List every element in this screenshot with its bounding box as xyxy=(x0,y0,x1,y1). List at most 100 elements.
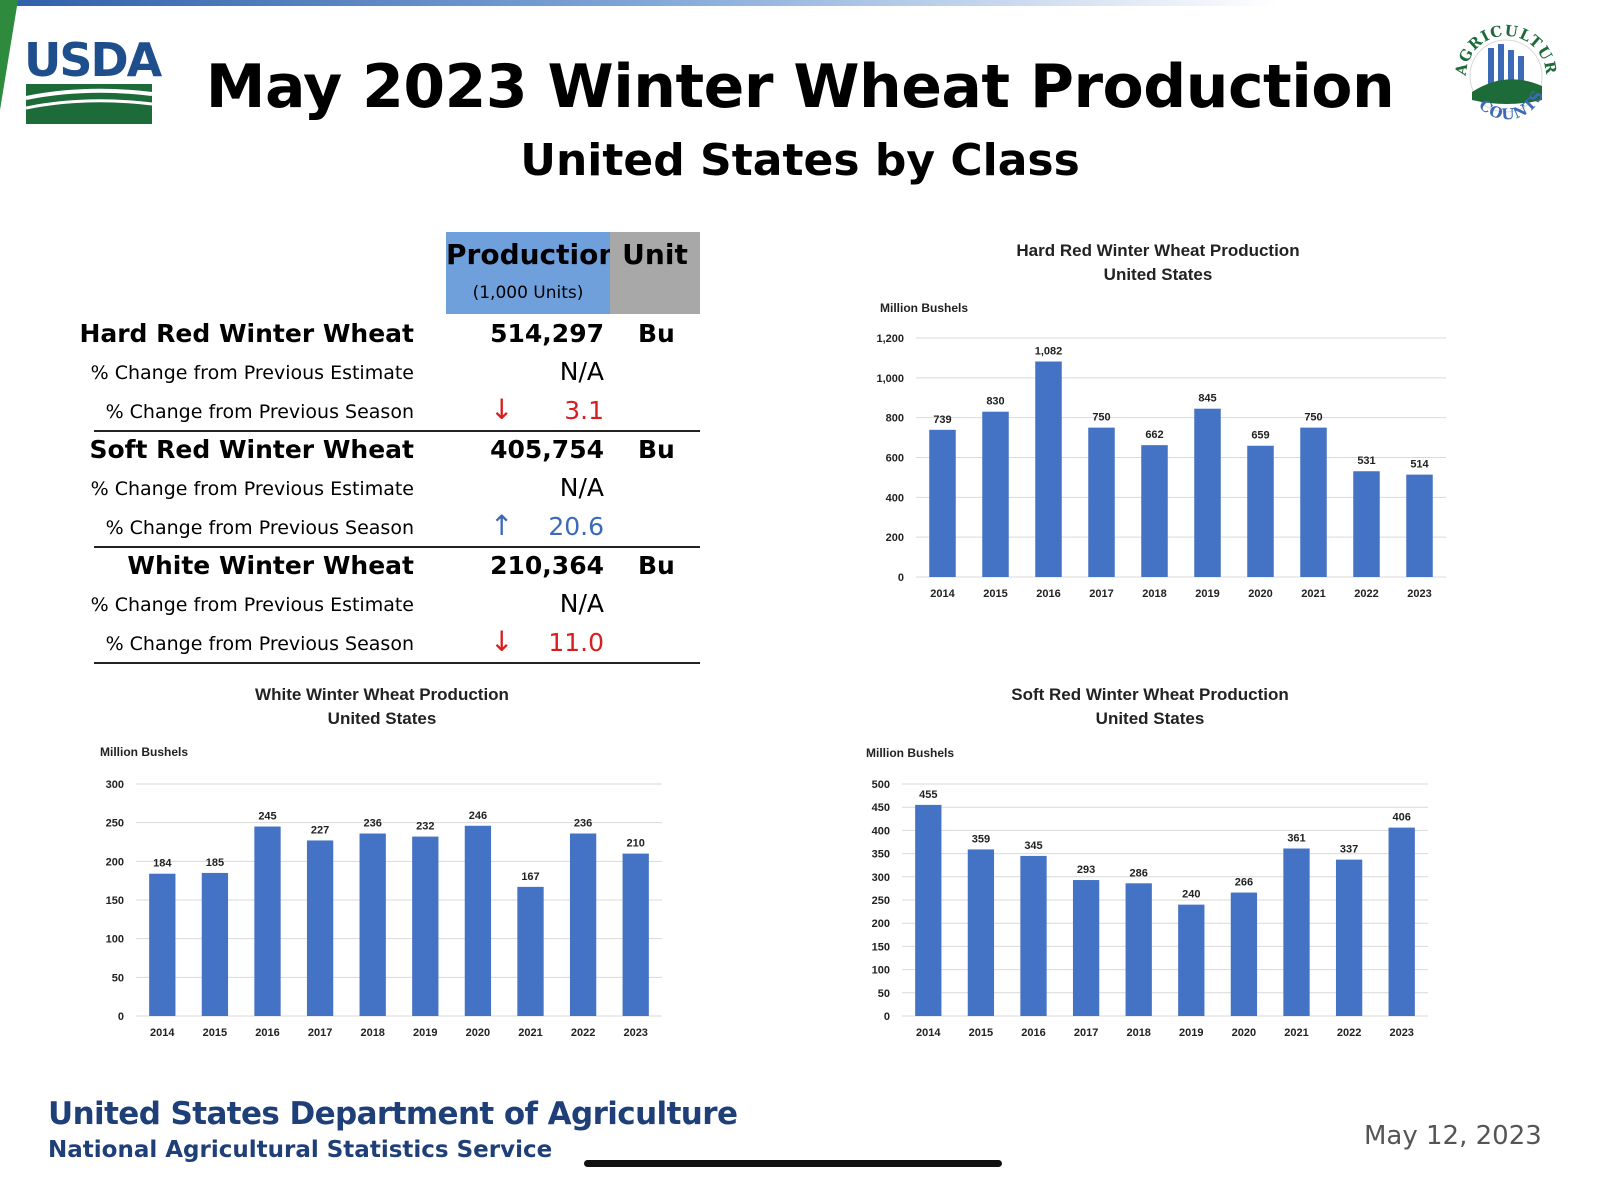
data-label: 514 xyxy=(1410,459,1429,471)
class-production: 405,754 xyxy=(490,435,604,464)
y-tick-label: 200 xyxy=(106,856,124,868)
bar xyxy=(359,833,386,1016)
class-name: Soft Red Winter Wheat xyxy=(89,435,414,464)
production-header-units: (1,000 Units) xyxy=(472,283,584,303)
y-tick-label: 0 xyxy=(898,572,904,584)
data-label: 455 xyxy=(919,789,937,801)
chart-subtitle: United States xyxy=(328,709,437,728)
y-tick-label: 50 xyxy=(112,972,124,984)
production-header-label: Production xyxy=(446,238,619,271)
data-label: 227 xyxy=(311,824,329,836)
class-unit: Bu xyxy=(638,435,675,464)
left-accent-stripe xyxy=(0,0,18,110)
y-tick-label: 300 xyxy=(872,872,890,884)
x-tick-label: 2023 xyxy=(623,1027,647,1039)
bar xyxy=(1335,859,1363,1016)
data-label: 845 xyxy=(1198,393,1216,405)
x-tick-label: 2016 xyxy=(1021,1027,1045,1039)
estimate-change-value: N/A xyxy=(559,473,604,502)
x-tick-label: 2016 xyxy=(1036,588,1060,600)
x-tick-label: 2015 xyxy=(969,1027,993,1039)
season-change-label: % Change from Previous Season xyxy=(105,517,414,539)
home-indicator-bar[interactable] xyxy=(584,1160,1002,1167)
page-title: May 2023 Winter Wheat Production xyxy=(205,52,1395,122)
x-tick-label: 2020 xyxy=(1248,588,1272,600)
up-arrow-icon: ↑ xyxy=(490,509,514,542)
bar xyxy=(412,836,439,1016)
data-label: 167 xyxy=(521,871,539,883)
x-tick-label: 2023 xyxy=(1389,1027,1413,1039)
y-tick-label: 250 xyxy=(106,818,124,830)
y-tick-label: 200 xyxy=(886,532,904,544)
x-tick-label: 2019 xyxy=(1179,1027,1203,1039)
bar xyxy=(1353,471,1380,577)
table-divider xyxy=(94,546,700,548)
data-label: 245 xyxy=(258,811,276,823)
bar xyxy=(622,853,649,1016)
chart-title: Hard Red Winter Wheat Production xyxy=(1016,241,1299,260)
class-production: 210,364 xyxy=(490,551,604,580)
x-tick-label: 2015 xyxy=(983,588,1007,600)
y-tick-label: 600 xyxy=(886,453,904,465)
y-tick-label: 500 xyxy=(872,779,890,791)
chart-soft-red-winter-wheat: Soft Red Winter Wheat Production United S… xyxy=(860,686,1480,1056)
x-tick-label: 2016 xyxy=(255,1027,279,1039)
y-tick-label: 250 xyxy=(872,895,890,907)
season-change-value: 20.6 xyxy=(548,512,604,541)
y-axis-label: Million Bushels xyxy=(880,301,968,315)
y-tick-label: 400 xyxy=(872,825,890,837)
y-axis-label: Million Bushels xyxy=(866,746,954,760)
x-tick-label: 2019 xyxy=(1195,588,1219,600)
data-label: 232 xyxy=(416,821,434,833)
y-tick-label: 0 xyxy=(118,1011,124,1023)
y-tick-label: 300 xyxy=(106,779,124,791)
x-tick-label: 2018 xyxy=(1142,588,1166,600)
season-change-label: % Change from Previous Season xyxy=(105,633,414,655)
data-label: 345 xyxy=(1024,840,1042,852)
x-tick-label: 2018 xyxy=(1126,1027,1150,1039)
bar xyxy=(517,886,544,1016)
bar xyxy=(929,429,956,577)
x-tick-label: 2020 xyxy=(466,1027,490,1039)
table-row-estimate-change: % Change from Previous Estimate N/A xyxy=(90,470,700,508)
x-tick-label: 2022 xyxy=(1337,1027,1361,1039)
bar xyxy=(1283,848,1310,1016)
y-tick-label: 450 xyxy=(872,802,890,814)
season-change-label: % Change from Previous Season xyxy=(105,401,414,423)
x-tick-label: 2021 xyxy=(1284,1027,1308,1039)
table-divider xyxy=(94,662,700,664)
x-tick-label: 2017 xyxy=(1089,588,1113,600)
bar xyxy=(201,872,229,1016)
class-unit: Bu xyxy=(638,319,675,348)
table-row-season-change: % Change from Previous Season ↑ 20.6 xyxy=(90,509,700,547)
top-accent-stripe xyxy=(0,0,1600,6)
x-tick-label: 2015 xyxy=(203,1027,227,1039)
production-column-header: Production (1,000 Units) xyxy=(446,232,619,314)
footer-org-name: United States Department of Agriculture xyxy=(48,1096,738,1132)
x-tick-label: 2022 xyxy=(1354,588,1378,600)
data-label: 739 xyxy=(933,414,951,426)
x-tick-label: 2017 xyxy=(1074,1027,1098,1039)
class-production: 514,297 xyxy=(490,319,604,348)
bar xyxy=(464,825,492,1016)
y-tick-label: 50 xyxy=(878,988,890,1000)
x-tick-label: 2014 xyxy=(916,1027,941,1039)
y-axis-label: Million Bushels xyxy=(100,745,188,759)
usda-logo-text: USDA xyxy=(24,33,162,87)
estimate-change-value: N/A xyxy=(559,589,604,618)
class-name: White Winter Wheat xyxy=(127,551,414,580)
class-name: Hard Red Winter Wheat xyxy=(79,319,414,348)
chart-title: Soft Red Winter Wheat Production xyxy=(1011,686,1289,704)
data-label: 236 xyxy=(574,817,592,829)
data-label: 184 xyxy=(153,858,172,870)
table-divider xyxy=(94,430,700,432)
page-subtitle: United States by Class xyxy=(520,135,1080,186)
bar xyxy=(1035,361,1062,577)
data-label: 240 xyxy=(1182,889,1200,901)
x-tick-label: 2023 xyxy=(1407,588,1431,600)
bar xyxy=(1247,445,1274,577)
bar xyxy=(982,411,1009,577)
bar xyxy=(254,826,281,1016)
table-row-estimate-change: % Change from Previous Estimate N/A xyxy=(90,354,700,392)
estimate-change-label: % Change from Previous Estimate xyxy=(90,478,414,500)
